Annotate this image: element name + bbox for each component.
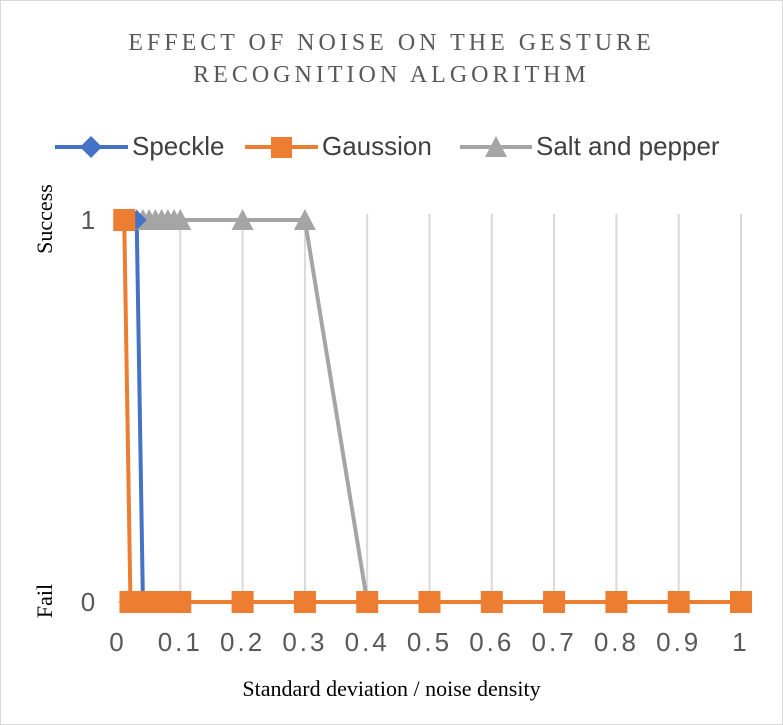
chart-title-line-2: RECOGNITION ALGORITHM [193,62,590,88]
point-gaussion [418,591,441,613]
x-tick-label: 0.5 [407,627,452,657]
x-tick-label: 0 [109,627,126,657]
x-axis-title: Standard deviation / noise density [242,676,541,701]
point-salt-and-pepper [231,209,254,230]
x-tick-label: 0.9 [656,627,701,657]
legend-label-gaussion: Gaussion [322,131,432,161]
series-line-gaussion [122,219,741,604]
point-gaussion [293,591,316,613]
x-tick-label: 0.3 [282,627,327,657]
legend-label-salt-and-pepper: Salt and pepper [536,131,720,161]
point-gaussion [231,591,254,613]
series-markers [113,209,752,613]
point-gaussion [543,591,566,613]
x-tick-label: 0.1 [158,627,203,657]
legend-marker-gaussion [271,137,292,158]
legend-markers [55,136,532,158]
legend-marker-salt-and-pepper [485,136,507,157]
point-salt-and-pepper [169,209,192,230]
series-line-speckle [124,218,741,604]
legend-label-speckle: Speckle [132,131,225,161]
point-salt-and-pepper [293,209,316,230]
x-tick-label: 0.2 [220,627,265,657]
series-line-salt-and-pepper [124,218,741,604]
x-tick-label: 0.6 [469,627,514,657]
point-gaussion [605,591,628,613]
legend-marker-speckle [80,136,102,158]
x-tick-label: 0.7 [532,627,577,657]
chart-title-line-1: EFFECT OF NOISE ON THE GESTURE [128,30,655,56]
tick-labels: 0 0.1 0.2 0.3 0.4 0.5 0.6 0.7 0.8 0.9 1 0 1 [81,205,749,657]
point-gaussion [480,591,503,613]
point-gaussion [667,591,690,613]
gridlines [179,214,742,602]
x-tick-label: 0.8 [594,627,639,657]
point-gaussion [730,591,752,613]
point-gaussion [169,591,192,613]
y-tick-label: 0 [81,587,95,617]
x-tick-label: 1 [732,627,749,657]
x-tick-label: 0.4 [345,627,390,657]
point-gaussion [356,591,379,613]
point-gaussion [113,209,136,231]
series-lines [122,218,741,604]
y-tick-label: 1 [81,205,95,235]
